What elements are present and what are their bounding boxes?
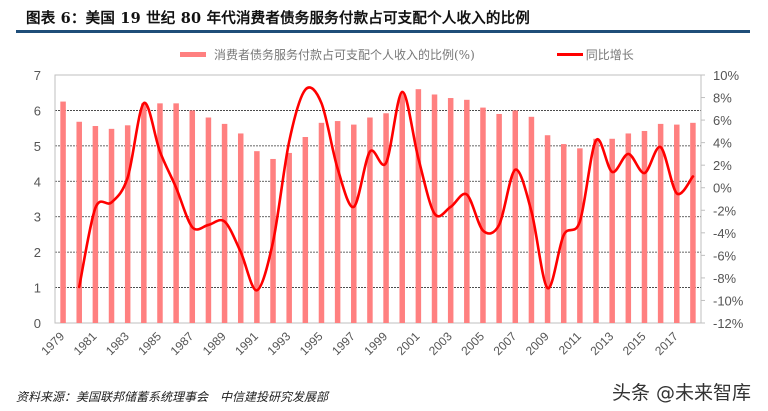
title-underline [16, 30, 750, 33]
x-axis-tick-label: 2005 [458, 329, 487, 358]
left-axis-tick-label: 6 [34, 103, 41, 118]
legend-bar-label: 消费者债务服务付款占可支配个人收入的比例(%) [214, 48, 475, 62]
x-axis-tick-label: 1979 [38, 329, 67, 358]
x-axis-tick-label: 2015 [620, 329, 649, 358]
x-axis-tick-label: 1991 [232, 329, 261, 358]
x-axis-tick-label: 2017 [652, 329, 681, 358]
bar [237, 133, 244, 323]
left-axis-tick-label: 4 [34, 174, 41, 189]
bar [318, 122, 325, 323]
bar [577, 148, 583, 323]
left-axis-tick-label: 5 [34, 139, 41, 154]
legend-item-bar: 消费者债务服务付款占可支配个人收入的比例(%) [180, 46, 475, 63]
x-axis-tick-label: 2007 [491, 329, 520, 358]
left-axis-tick-label: 2 [34, 245, 41, 260]
bar-swatch-icon [180, 52, 206, 57]
legend-item-line: 同比增长 [556, 46, 634, 63]
right-axis-tick-label: -2% [713, 203, 737, 218]
bar [221, 123, 228, 324]
watermark: 头条 @未来智库 [612, 382, 752, 404]
bar [528, 116, 535, 323]
right-axis-tick-label: -6% [713, 248, 737, 263]
right-axis-tick-label: 2% [713, 158, 732, 173]
bar [367, 117, 373, 323]
growth-line [77, 86, 695, 292]
left-axis-tick-label: 3 [34, 210, 41, 225]
bar [415, 89, 422, 324]
bar [593, 138, 599, 323]
bar [189, 110, 196, 323]
chart-plot-area: 0 1 2 3 4 5 6 7 -12% -10% -8% -6% -4% -2% 0% 2% 4% 6% 8% 10… [34, 68, 744, 358]
x-axis-tick-label: 1997 [329, 329, 358, 358]
bar [609, 138, 615, 323]
bar [173, 103, 179, 323]
bar [544, 135, 551, 323]
right-axis-tick-label: 4% [713, 136, 732, 151]
bar [625, 133, 632, 323]
right-axis-tick-label: -8% [713, 271, 737, 286]
right-axis-tick-label: 8% [713, 91, 732, 106]
bar [92, 126, 99, 323]
bar [383, 113, 389, 324]
bar [399, 92, 405, 323]
x-axis-tick-label: 2011 [556, 329, 584, 357]
x-axis-tick-label: 1987 [168, 329, 197, 358]
right-axis-tick-label: 10% [713, 68, 739, 83]
bar [690, 122, 696, 323]
x-axis-tick-label: 1993 [265, 329, 294, 358]
bar [464, 99, 470, 323]
bar [60, 101, 66, 323]
source-note: 资料来源：美国联邦储蓄系统理事会 中信建投研究发展部 [16, 390, 329, 404]
legend-line-label: 同比增长 [585, 48, 634, 62]
bar [302, 137, 309, 323]
bar [254, 151, 260, 323]
bar [157, 103, 163, 323]
bar [108, 128, 115, 323]
right-axis-tick-label: 0% [713, 181, 732, 196]
bar [141, 103, 147, 323]
line-swatch-icon [556, 53, 583, 56]
left-axis-tick-label: 7 [34, 68, 41, 83]
right-axis-tick-label: -12% [713, 316, 744, 331]
bar [351, 124, 357, 323]
x-axis-tick-label: 1995 [297, 329, 326, 358]
x-axis-tick-label: 1983 [103, 329, 132, 358]
bar [205, 117, 212, 323]
bar [512, 110, 519, 323]
right-axis-tick-label: 6% [713, 113, 732, 128]
x-axis-tick-label: 2013 [588, 329, 617, 358]
bar [657, 123, 664, 324]
x-axis-tick-label: 2001 [394, 329, 423, 358]
left-axis-tick-label: 0 [34, 316, 41, 331]
bar [76, 121, 82, 323]
bar [447, 98, 454, 324]
bar [641, 130, 648, 323]
plot-frame [54, 74, 702, 324]
bar [124, 125, 131, 324]
bar [286, 152, 292, 323]
bar [496, 113, 502, 323]
right-axis-tick-label: -4% [713, 226, 737, 241]
x-axis-tick-label: 2009 [523, 329, 552, 358]
bar [334, 121, 341, 323]
chart-legend: 消费者债务服务付款占可支配个人收入的比例(%) 同比增长 [180, 46, 634, 63]
x-axis-tick-label: 2003 [426, 329, 455, 358]
x-axis-tick-label: 1981 [71, 329, 100, 358]
chart-title: 图表 6：美国 19 世纪 80 年代消费者债务服务付款占可支配个人收入的比例 [26, 10, 530, 27]
left-axis-tick-label: 1 [34, 281, 41, 296]
x-axis-tick-label: 1985 [135, 329, 164, 358]
x-axis-tick-label: 1989 [200, 329, 229, 358]
bar [431, 94, 438, 323]
bar [674, 124, 680, 323]
bar [480, 107, 486, 323]
right-axis-tick-label: -10% [713, 293, 744, 308]
x-axis-tick-label: 1999 [361, 329, 390, 358]
